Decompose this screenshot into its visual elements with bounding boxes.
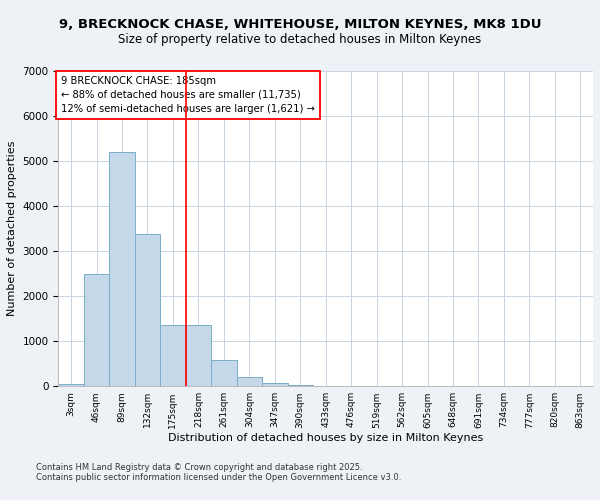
Bar: [135, 234, 160, 386]
Text: 9, BRECKNOCK CHASE, WHITEHOUSE, MILTON KEYNES, MK8 1DU: 9, BRECKNOCK CHASE, WHITEHOUSE, MILTON K…: [59, 18, 541, 30]
Y-axis label: Number of detached properties: Number of detached properties: [7, 141, 17, 316]
Bar: [160, 326, 185, 386]
Bar: [84, 274, 109, 386]
Text: Contains public sector information licensed under the Open Government Licence v3: Contains public sector information licen…: [36, 474, 401, 482]
Bar: [236, 378, 262, 386]
Bar: [109, 152, 135, 386]
Text: Contains HM Land Registry data © Crown copyright and database right 2025.: Contains HM Land Registry data © Crown c…: [36, 464, 362, 472]
Text: 9 BRECKNOCK CHASE: 185sqm
← 88% of detached houses are smaller (11,735)
12% of s: 9 BRECKNOCK CHASE: 185sqm ← 88% of detac…: [61, 76, 315, 114]
Bar: [262, 383, 287, 386]
Bar: [287, 385, 313, 386]
Bar: [185, 326, 211, 386]
X-axis label: Distribution of detached houses by size in Milton Keynes: Distribution of detached houses by size …: [168, 433, 484, 443]
Text: Size of property relative to detached houses in Milton Keynes: Size of property relative to detached ho…: [118, 32, 482, 46]
Bar: [211, 360, 236, 386]
Bar: [58, 384, 84, 386]
